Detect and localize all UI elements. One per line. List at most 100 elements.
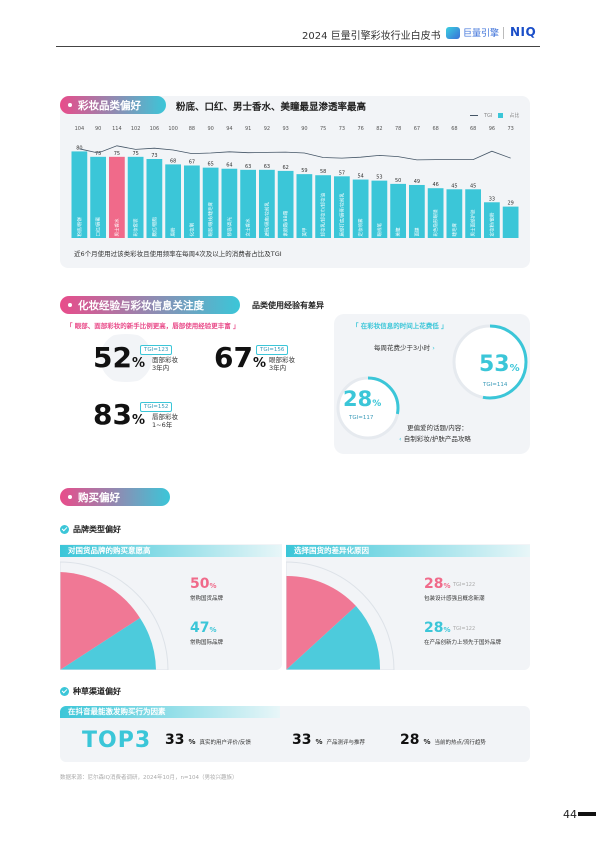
bar-value-label: 63 [264,164,270,170]
bar-value-label: 64 [226,163,232,169]
tgi-value-label: 68 [451,126,457,132]
info-attention-heading: 「 在彩妆信息的时间上花费低 」 [352,322,448,330]
category-bar [502,206,519,238]
category-bar [259,169,275,238]
category-label: 化妆刷 [188,223,195,237]
time-ring-arc [452,324,528,400]
domestic-text: 常购国货品牌 [190,596,224,602]
category-label: 粉底/粉饼 [76,216,83,236]
stat-lip-unit: % [131,413,145,428]
bar-value-label: 49 [414,179,420,185]
category-label: 彩妆套装 [132,218,139,236]
channel-stat-3-unit: % [423,738,431,746]
category-bar [221,168,238,238]
innovation-value: 28% [424,620,451,636]
page-number: 44 [563,808,577,821]
topic-ring [336,376,400,440]
channel-stat-1: 33% 真实的用户评价/反馈 [165,732,251,748]
category-bar [296,174,313,238]
channel-stat-2-unit: % [315,738,323,746]
tgi-value-label: 94 [226,126,232,132]
stat-lip-tgi: TGI=152 [140,402,173,412]
source-note: 数据来源：尼尔森IQ消费者调研，2024年10月，n=104（男妆兴趣族） [60,775,238,781]
bar-value-label: 33 [489,196,495,202]
tgi-value-label: 68 [470,126,476,132]
design-text: 包装设计感强且概念新潮 [424,596,485,602]
category-label: 美甲 [301,228,308,237]
international-num: 47 [190,620,210,636]
legend-bar-label: 占比 [509,113,520,119]
bar-value-label: 45 [451,183,457,189]
channel-pref-label-text: 种草渠道偏好 [73,687,121,696]
category-label: 女士香水 [245,218,252,236]
category-bar [146,158,163,238]
tgi-value-label: 68 [432,126,438,132]
channel-stat-2: 33% 产品测评与推荐 [292,732,365,748]
brand-left-header: 对国货品牌的购买意愿高 [60,545,282,557]
topic-value: 28% [343,387,382,411]
section-title-category: 彩妆品类偏好 [60,96,166,114]
stat-eye-label: 眼部彩妆 3年内 [269,356,295,372]
stat-lip-value: 83% [93,398,145,431]
section-title-text: 彩妆品类偏好 [78,99,141,112]
section-subtitle-category: 粉底、口红、男士香水、美瞳最显渗透率最高 [176,102,367,113]
design-value: 28% [424,576,451,592]
bar-value-label: 54 [357,174,363,180]
tgi-value-label: 67 [414,126,420,132]
category-bar [127,156,144,238]
category-bar [409,184,425,238]
time-spend-tgi: TGI=114 [483,382,508,388]
channel-stat-3: 28% 当前的热点/流行趋势 [400,732,486,748]
stat-lip-num: 83 [93,398,132,431]
pie-outline [286,561,395,670]
tgi-value-label: 78 [395,126,401,132]
brand-pref-label-text: 品牌类型偏好 [73,525,121,534]
category-label: 眼影/眼线/睫毛膏 [207,201,214,236]
tgi-value-label: 93 [282,126,288,132]
category-label: 口红/唇蜜 [95,216,102,236]
channel-header: 在抖音最能激发购买行为因素 [60,706,280,718]
time-spend-num: 53 [479,352,510,377]
stat-face-unit: % [131,356,145,371]
bar-value-label: 75 [95,151,101,157]
category-bar [165,164,181,238]
innovation-slice [286,606,381,670]
legend-line-icon [470,115,478,116]
section-title-text: 化妆经验与彩妆信息关注度 [78,299,204,312]
category-label: 彩色隐形眼镜 [432,209,439,236]
channel-stat-3-text: 当前的热点/流行趋势 [434,740,486,746]
innovation-tgi: TGI=122 [453,626,476,632]
stat-eye-num: 67 [214,341,253,374]
tgi-value-label: 104 [75,126,85,132]
bar-value-label: 57 [339,170,345,176]
category-bar [352,179,369,238]
category-label: 男士香水 [113,218,120,236]
bar-value-label: 53 [376,175,382,181]
niq-logo: NIQ [510,25,537,39]
bar-value-label: 46 [432,182,438,188]
bar-value-label: 80 [76,145,82,151]
stat-lip-label2: 1~6年 [152,421,173,429]
bullet-icon [68,303,72,307]
tgi-value-label: 88 [189,126,195,132]
channel-stat-1-unit: % [188,738,196,746]
tgi-line [79,145,511,161]
category-bar [315,175,331,238]
innovation-unit: % [443,626,451,634]
domestic-value: 50% [190,576,217,592]
tgi-value-label: 102 [131,126,141,132]
international-text: 常购国际品牌 [190,640,224,646]
category-label: 定妆喷雾 [357,218,364,236]
channel-stat-3-num: 28 [400,732,420,748]
bar-value-label: 73 [151,153,157,159]
bar-value-label: 67 [189,159,195,165]
category-bar [90,156,106,238]
section-title-text: 购买偏好 [78,491,120,504]
tgi-value-label: 106 [150,126,160,132]
bar-value-label: 45 [470,183,476,189]
category-label: 修容/高光 [226,216,233,236]
brand-right-header: 选择国货的差异化原因 [286,545,530,557]
bar-value-label: 50 [395,178,401,184]
design-num: 28 [424,576,444,592]
bar-value-label: 62 [282,165,288,171]
